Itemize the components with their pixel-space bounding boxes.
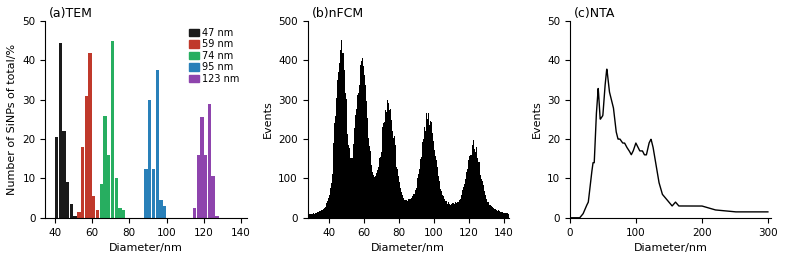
Bar xyxy=(100,216,103,218)
Bar xyxy=(74,216,77,218)
Y-axis label: Events: Events xyxy=(263,101,272,138)
Bar xyxy=(148,100,152,218)
Bar xyxy=(77,212,81,218)
Y-axis label: Events: Events xyxy=(531,101,542,138)
Bar xyxy=(111,41,114,218)
Bar xyxy=(107,155,111,218)
Bar xyxy=(163,206,166,218)
Bar xyxy=(119,208,122,218)
Bar xyxy=(62,131,66,218)
Legend: 47 nm, 59 nm, 74 nm, 95 nm, 123 nm: 47 nm, 59 nm, 74 nm, 95 nm, 123 nm xyxy=(187,26,242,86)
Bar xyxy=(144,169,148,218)
Text: (c)NTA: (c)NTA xyxy=(574,7,615,20)
Bar xyxy=(115,178,118,218)
Bar xyxy=(85,96,88,218)
Text: (b)nFCM: (b)nFCM xyxy=(312,7,363,20)
Bar xyxy=(59,43,62,218)
Bar xyxy=(104,115,107,218)
Bar xyxy=(155,70,159,218)
X-axis label: Diameter/nm: Diameter/nm xyxy=(109,243,183,253)
Bar xyxy=(196,155,200,218)
Bar xyxy=(193,208,196,218)
X-axis label: Diameter/nm: Diameter/nm xyxy=(371,243,445,253)
Bar xyxy=(211,177,215,218)
Bar xyxy=(55,137,58,218)
Y-axis label: Number of SiNPs of total/%: Number of SiNPs of total/% xyxy=(7,44,17,195)
Bar xyxy=(81,147,84,218)
Bar xyxy=(200,118,203,218)
Text: (a)TEM: (a)TEM xyxy=(49,7,93,20)
X-axis label: Diameter/nm: Diameter/nm xyxy=(633,243,707,253)
Bar xyxy=(70,204,73,218)
Bar xyxy=(122,210,126,218)
Bar xyxy=(204,155,207,218)
Bar xyxy=(92,196,96,218)
Bar xyxy=(208,104,211,218)
Bar xyxy=(215,216,218,218)
Bar xyxy=(159,200,162,218)
Bar xyxy=(152,169,155,218)
Bar xyxy=(100,184,103,218)
Bar xyxy=(96,210,99,218)
Bar xyxy=(89,53,92,218)
Bar xyxy=(66,182,69,218)
